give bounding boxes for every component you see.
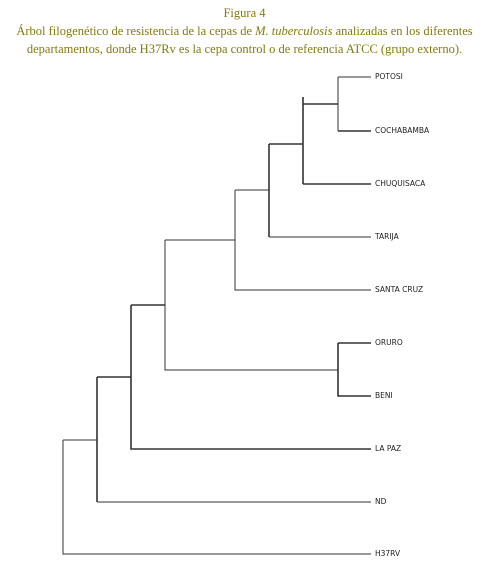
figure-label: Figura 4 — [223, 6, 266, 20]
branch — [337, 76, 371, 131]
caption-part: analizadas en los diferentes departament… — [26, 24, 473, 56]
leaf-label: SANTA CRUZ — [375, 285, 423, 294]
leaf-label: COCHABAMBA — [375, 126, 430, 135]
leaf-label: TARIJA — [374, 232, 400, 241]
branch — [164, 239, 338, 371]
branch — [268, 143, 303, 237]
leaf-label: CHUQUISACA — [375, 179, 426, 188]
leaf-label: ND — [375, 497, 387, 506]
caption-text: Árbol filogenético de resistencia de la … — [8, 22, 481, 58]
caption-part: Árbol filogenético de resistencia de la … — [16, 24, 256, 38]
branch — [337, 342, 371, 397]
leaf-label: POTOSI — [375, 72, 403, 81]
branch — [96, 376, 131, 502]
caption-italic: M. tuberculosis — [255, 24, 333, 38]
branch — [130, 304, 371, 450]
leaf-label: BENI — [375, 391, 393, 400]
branch — [302, 97, 371, 185]
leaf-label: H37RV — [375, 549, 401, 558]
branch — [62, 439, 371, 555]
leaf-label: LA PAZ — [375, 444, 401, 453]
caption: Figura 4 Árbol filogenético de resistenc… — [8, 4, 481, 58]
leaf-label: ORURO — [375, 338, 403, 347]
branch — [234, 189, 371, 291]
